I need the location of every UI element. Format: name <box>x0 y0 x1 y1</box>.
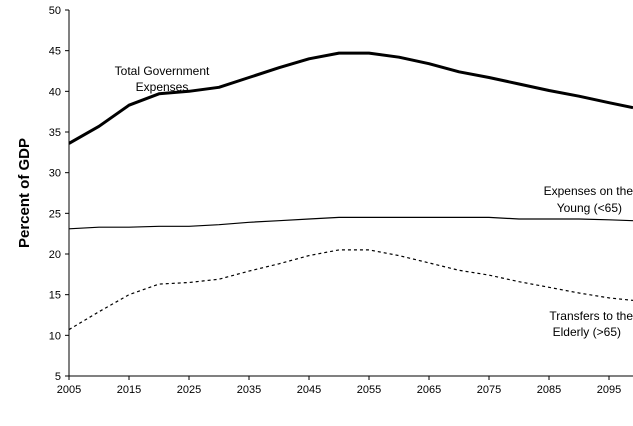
series-line-1 <box>69 51 633 145</box>
y-tick-label: 40 <box>49 86 61 98</box>
annotation-total-government: Total Government Expenses <box>115 64 210 94</box>
y-tick-label: 35 <box>49 127 61 139</box>
annotation-young: Expenses on the Young (<65) <box>544 184 633 215</box>
annotation-elderly-line-1: Transfers to the <box>549 309 633 323</box>
x-tick-label: 2015 <box>117 384 141 396</box>
annotation-total-government-line-1: Total Government <box>115 64 210 78</box>
plot-area <box>69 10 633 376</box>
x-tick-label: 2035 <box>237 384 261 396</box>
y-tick-label: 10 <box>49 330 61 342</box>
y-tick-label: 30 <box>49 168 61 180</box>
x-tick-label: 2005 <box>57 384 81 396</box>
annotation-young-line-2: Young (<65) <box>557 201 622 215</box>
y-tick-label: 20 <box>49 249 61 261</box>
x-tick-label: 2065 <box>417 384 441 396</box>
y-tick-label: 15 <box>49 290 61 302</box>
series-line-3 <box>69 249 633 331</box>
annotation-total-government-line-2: Expenses <box>136 80 189 94</box>
x-tick-label: 2025 <box>177 384 201 396</box>
annotation-young-line-1: Expenses on the <box>544 184 633 198</box>
y-tick-label: 25 <box>49 208 61 220</box>
annotation-elderly: Transfers to the Elderly (>65) <box>549 309 633 339</box>
x-tick-label: 2055 <box>357 384 381 396</box>
y-axis-label: Percent of GDP <box>16 138 33 248</box>
annotation-elderly-line-2: Elderly (>65) <box>553 325 621 339</box>
x-tick-label: 2095 <box>597 384 621 396</box>
y-tick-label: 5 <box>55 371 61 383</box>
series-line-2 <box>69 216 633 230</box>
x-tick-label: 2085 <box>537 384 561 396</box>
x-tick-label: 2075 <box>477 384 501 396</box>
series-layer <box>69 51 633 331</box>
y-tick-label: 50 <box>49 5 61 17</box>
x-axis-ticks: 2005 2015 2025 2035 2045 2055 2065 2075 2085 2095 <box>57 376 621 396</box>
y-axis-ticks: 5 10 15 20 25 30 35 40 45 50 <box>49 5 69 383</box>
x-tick-label: 2045 <box>297 384 321 396</box>
y-tick-label: 45 <box>49 46 61 58</box>
